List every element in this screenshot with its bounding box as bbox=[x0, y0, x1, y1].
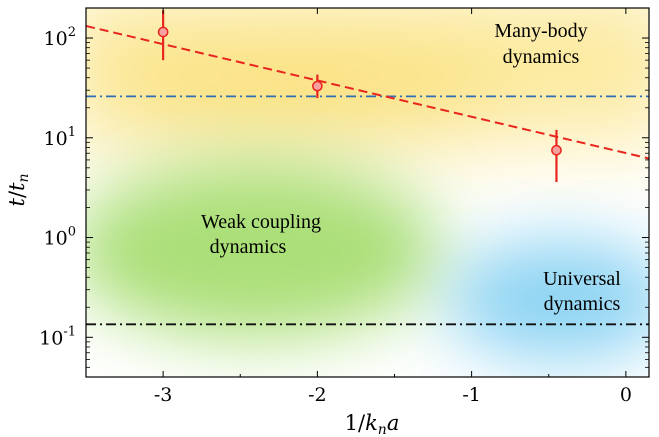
y-tick-label-2: 100 bbox=[44, 225, 76, 250]
marker-1 bbox=[157, 26, 169, 38]
region-label-universal-line1: Universal bbox=[543, 268, 621, 290]
data-points bbox=[157, 10, 562, 183]
region-universal-background bbox=[445, 240, 649, 360]
axes: -3 -2 -1 0 10-1 100 101 102 bbox=[39, 7, 649, 406]
region-many-body-background bbox=[86, 8, 649, 140]
plot-frame bbox=[85, 7, 650, 378]
data-point-2 bbox=[312, 74, 323, 99]
marker-3 bbox=[551, 144, 562, 156]
x-tick-label-2: -2 bbox=[308, 384, 327, 406]
region-label-universal-line2: dynamics bbox=[544, 293, 621, 315]
region-label-weak-coupling-line1: Weak coupling bbox=[201, 211, 321, 233]
background-regions bbox=[86, 8, 649, 377]
region-labels: Many-body dynamics Weak coupling dynamic… bbox=[201, 20, 621, 315]
region-label-many-body-line2: dynamics bbox=[503, 46, 580, 68]
region-label-many-body-line1: Many-body bbox=[494, 20, 587, 42]
y-tick-label-3: 101 bbox=[44, 125, 76, 150]
region-weak-coupling-background bbox=[86, 162, 440, 338]
marker-2 bbox=[312, 80, 323, 92]
x-axis-label: 1/kna bbox=[345, 411, 400, 437]
data-point-3 bbox=[551, 129, 562, 183]
y-tick-label-1: 10-1 bbox=[39, 324, 76, 349]
fit-line-dashed bbox=[86, 25, 649, 160]
x-tick-label-4: 0 bbox=[620, 384, 632, 406]
y-tick-label-4: 102 bbox=[44, 25, 76, 50]
y-axis-label: t/tn bbox=[5, 173, 32, 206]
region-label-weak-coupling-line2: dynamics bbox=[210, 236, 287, 258]
x-tick-label-3: -1 bbox=[462, 384, 481, 406]
data-point-1 bbox=[157, 10, 169, 61]
chart-lines bbox=[86, 25, 649, 326]
x-tick-label-1: -3 bbox=[154, 384, 173, 406]
